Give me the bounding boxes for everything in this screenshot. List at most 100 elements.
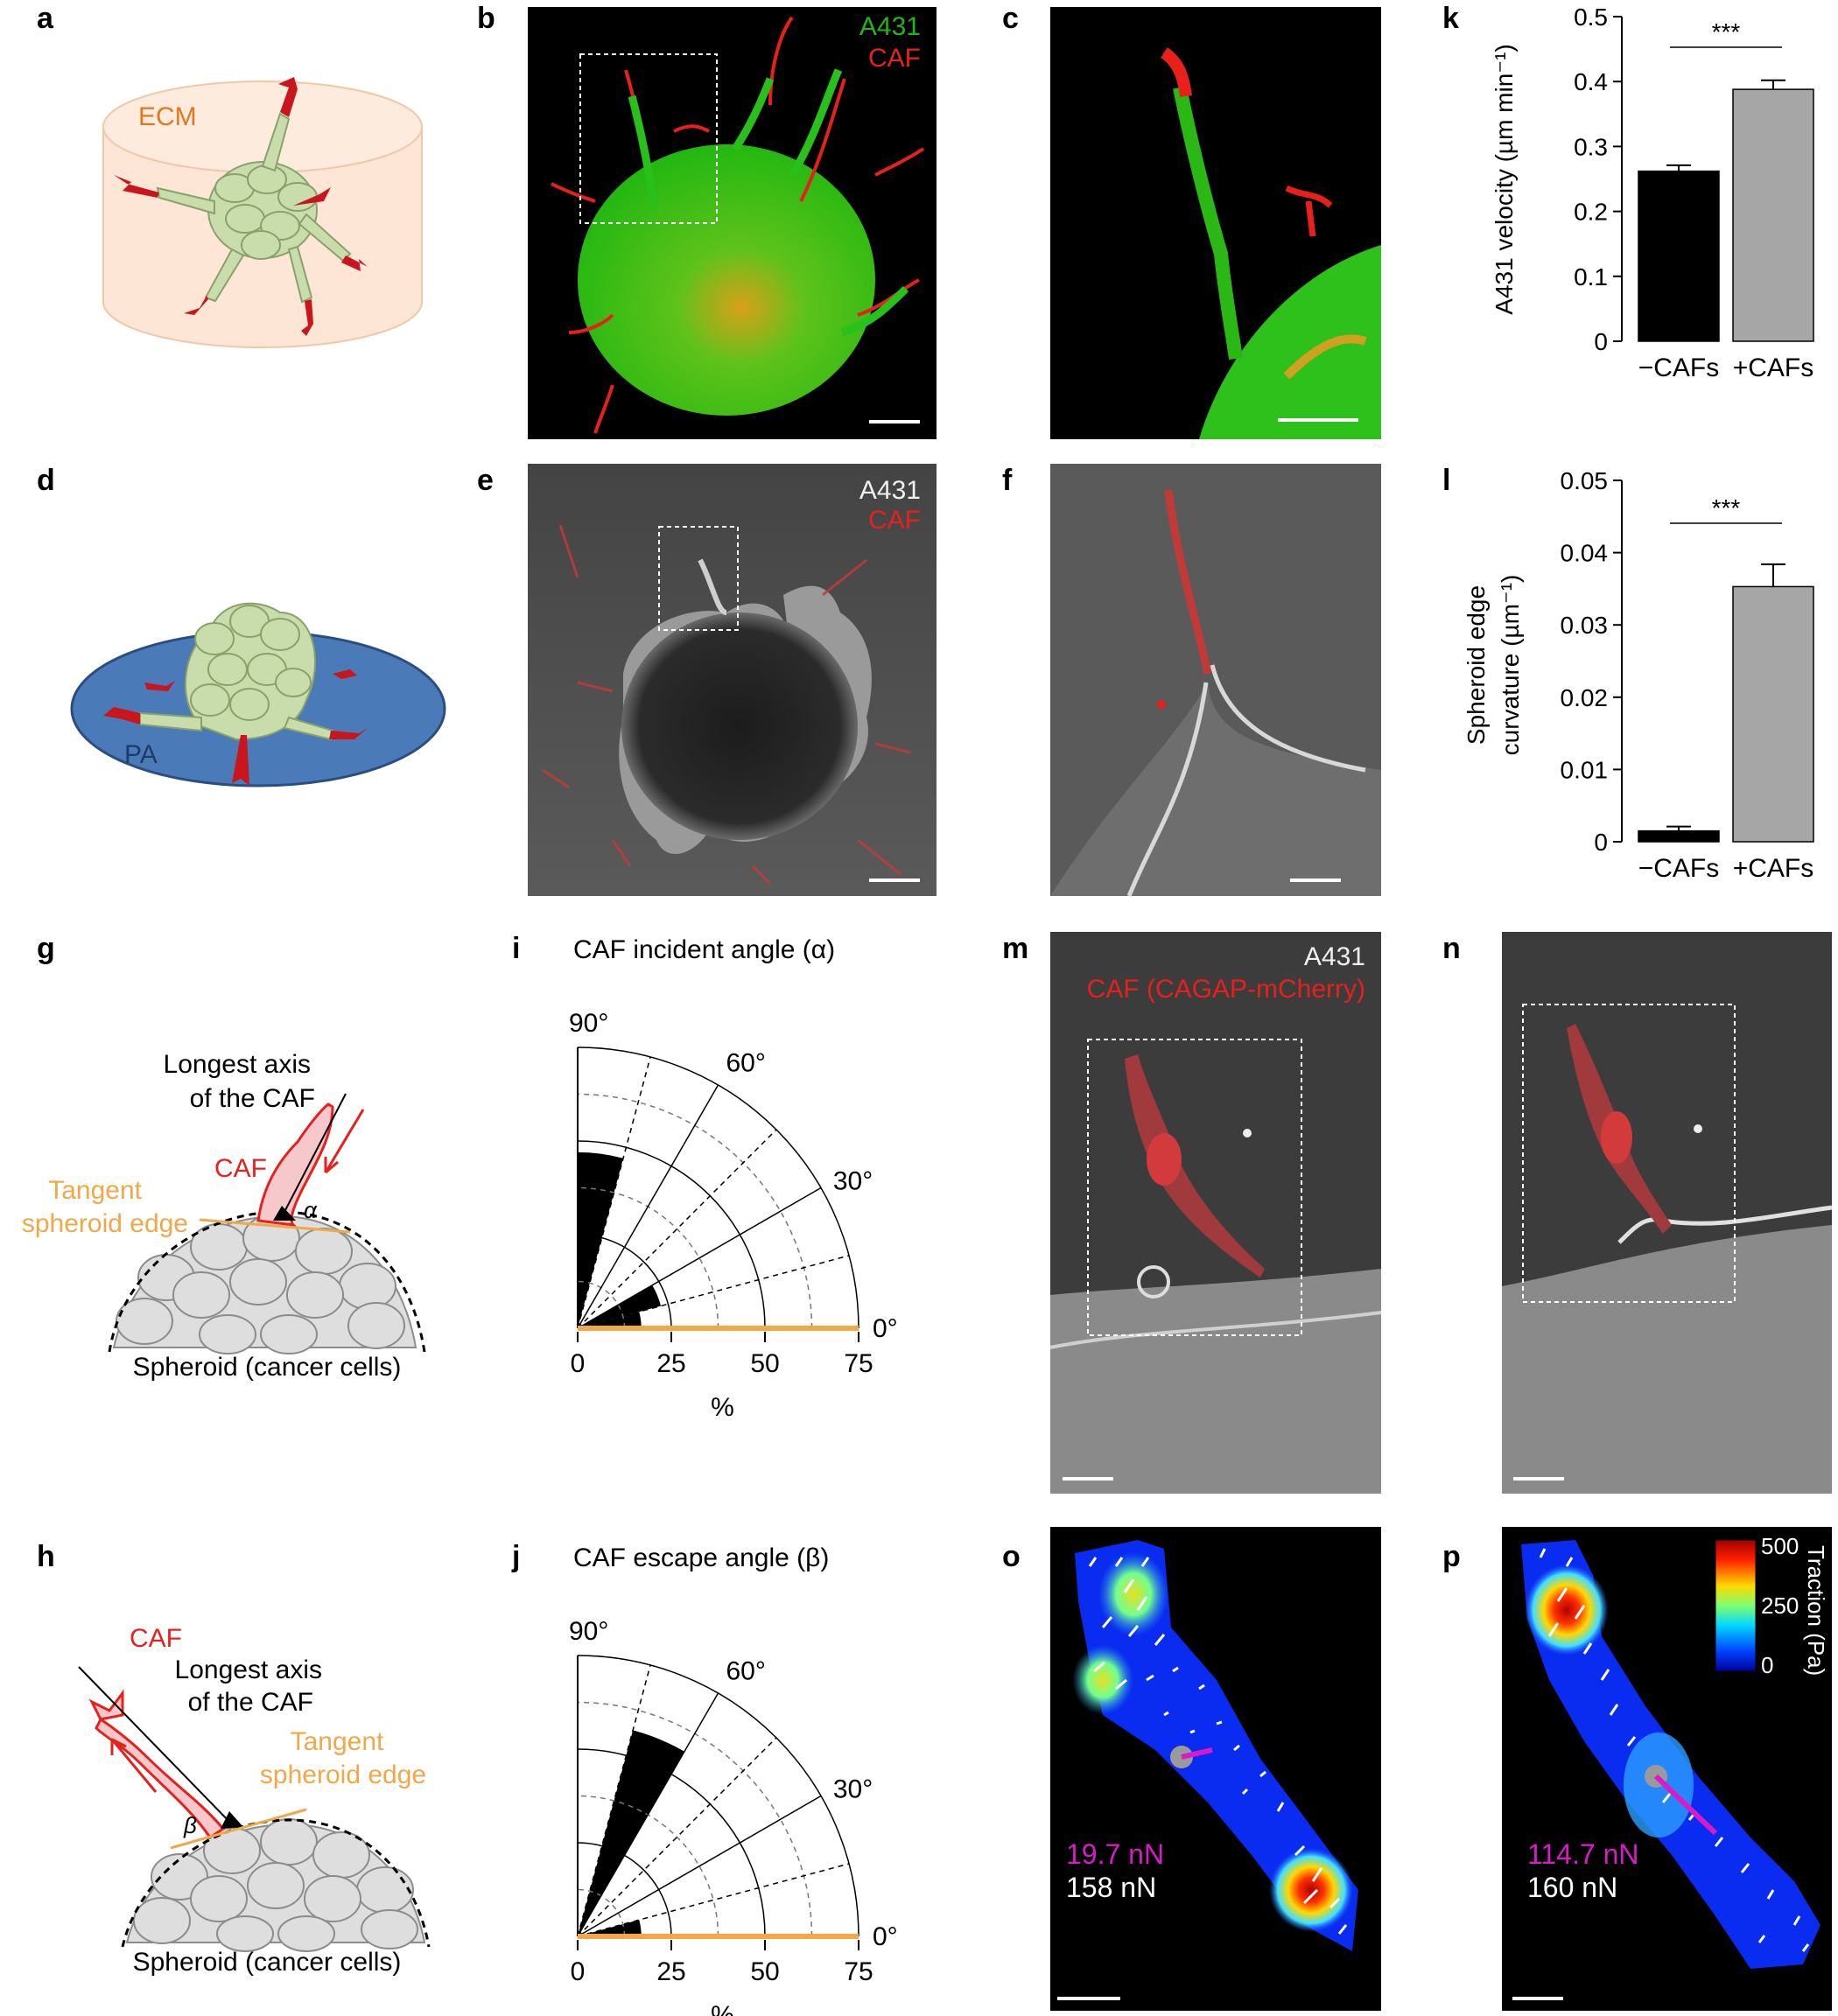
- panel-f-image: [1050, 464, 1381, 897]
- panel-label-a: a: [37, 2, 54, 35]
- angle-label-30: 30°: [833, 1775, 873, 1804]
- cell-cluster: [156, 112, 352, 304]
- y-tick-label: 0: [1594, 328, 1608, 355]
- panel-a-schematic: ECM: [102, 77, 423, 348]
- tangent-label-line1: Tangent: [48, 1176, 142, 1205]
- y-tick-label: 0.4: [1574, 68, 1608, 95]
- y-tick-label: 0.3: [1574, 133, 1608, 160]
- legend-a431: A431: [859, 12, 921, 41]
- x-tick-label: +CAFs: [1733, 854, 1814, 883]
- caf-cell: [95, 1717, 226, 1840]
- angle-label-60: 60°: [726, 1656, 766, 1685]
- panel-label-d: d: [37, 464, 55, 497]
- colorbar-tick-min: 0: [1761, 1652, 1773, 1678]
- panel-label-h: h: [37, 1540, 55, 1573]
- x-axis-label: %: [711, 1393, 734, 1422]
- caf-label: CAF: [214, 1154, 267, 1183]
- traction-field: [1075, 1540, 1358, 1951]
- panel-i-chart: CAF incident angle (α) 90° 60° 30° 0° 0 25 50 7…: [569, 935, 898, 1422]
- caf-cells: [114, 77, 368, 336]
- y-tick-label: 0.05: [1561, 467, 1609, 494]
- tangent-label-line1: Tangent: [291, 1727, 384, 1756]
- caf-cell: [256, 1102, 334, 1228]
- caf-label: CAF: [130, 1624, 182, 1653]
- panel-label-b: b: [477, 2, 495, 35]
- spheroid-cells: [112, 1214, 417, 1354]
- spheroid-label: Spheroid (cancer cells): [133, 1948, 402, 1977]
- spheroid: [621, 612, 858, 840]
- force-magenta: 19.7 nN: [1066, 1838, 1164, 1870]
- axis-label-line2: of the CAF: [190, 1084, 315, 1113]
- cell-cluster: [139, 602, 334, 741]
- colorbar-tick-mid: 250: [1761, 1592, 1799, 1619]
- colorbar-label: Traction (Pa): [1803, 1545, 1829, 1676]
- polar-spoke: [577, 1692, 719, 1937]
- x-tick-label: 25: [656, 1957, 685, 1986]
- panel-l-chart: 0 0.01 0.02 0.03 0.04 0.05 Spheroid edge curv…: [1463, 467, 1814, 883]
- polar-spoke: [577, 1084, 719, 1329]
- panel-label-e: e: [477, 464, 494, 497]
- bar: [1638, 830, 1720, 843]
- panel-label-c: c: [1002, 2, 1019, 35]
- beta-symbol: β: [183, 1812, 197, 1838]
- panel-label-m: m: [1002, 932, 1028, 965]
- scale-bar: [1063, 1477, 1113, 1480]
- significance-stars: ***: [1712, 494, 1741, 522]
- scale-bar: [1290, 878, 1341, 882]
- polar-spoke: [577, 1795, 822, 1937]
- y-tick-label: 0: [1594, 829, 1608, 856]
- x-tick-label: 75: [844, 1349, 873, 1378]
- polar-spoke: [577, 1664, 651, 1937]
- x-axis-label: %: [711, 2001, 734, 2016]
- zoom-box: [579, 53, 718, 224]
- angle-label-30: 30°: [833, 1167, 873, 1196]
- axis-label-line2: of the CAF: [188, 1688, 313, 1717]
- scale-bar: [1512, 1997, 1563, 2000]
- y-tick-label: 0.01: [1561, 756, 1609, 783]
- x-tick-label: +CAFs: [1733, 354, 1814, 382]
- polar-bar: [578, 1152, 624, 1328]
- polar-bar: [578, 1730, 684, 1936]
- colorbar-tick-max: 500: [1761, 1533, 1799, 1559]
- panel-e-image: A431 CAF: [528, 464, 937, 896]
- k-ylabel: A431 velocity (µm min⁻¹): [1491, 44, 1518, 314]
- zoom-box: [1087, 1039, 1302, 1336]
- bar: [1638, 170, 1720, 342]
- panel-k-chart: 0 0.1 0.2 0.3 0.4 0.5 A431 velocity (µm min⁻¹…: [1491, 4, 1814, 382]
- significance-stars: ***: [1712, 18, 1741, 46]
- angle-label-60: 60°: [726, 1048, 766, 1077]
- bar: [1732, 88, 1814, 342]
- caf-tip: [1160, 47, 1192, 97]
- scale-bar: [1513, 1477, 1564, 1480]
- polar-grid-minor: [577, 1795, 719, 1937]
- y-tick-label: 0.2: [1574, 199, 1608, 226]
- bar: [1732, 585, 1814, 843]
- force-white: 160 nN: [1527, 1872, 1617, 1903]
- angle-label-90: 90°: [569, 1009, 608, 1038]
- polar-spoke: [577, 1056, 651, 1329]
- panel-label-i: i: [512, 932, 520, 965]
- panel-label-g: g: [37, 932, 55, 965]
- legend-caf: CAF: [868, 44, 921, 73]
- angle-label-0: 0°: [873, 1314, 898, 1343]
- y-tick-label: 0.03: [1561, 612, 1609, 639]
- legend-a431: A431: [859, 476, 921, 505]
- zoom-box: [658, 526, 739, 631]
- panel-label-n: n: [1442, 932, 1461, 965]
- panel-label-k: k: [1442, 2, 1459, 35]
- panel-p-image: 500 250 0 Traction (Pa) 114.7 nN 160 nN: [1502, 1527, 1832, 2011]
- y-tick-label: 0.04: [1561, 540, 1609, 567]
- panel-label-p: p: [1442, 1540, 1461, 1573]
- x-tick-label: 75: [844, 1957, 873, 1986]
- polar-grid-minor: [577, 1186, 719, 1329]
- zoom-box: [1522, 1004, 1736, 1303]
- panel-n-image: [1502, 932, 1833, 1494]
- panel-b-image: A431 CAF: [528, 7, 937, 439]
- polar-grid-ring: [577, 1234, 672, 1329]
- panel-label-j: j: [511, 1540, 520, 1573]
- polar-spoke: [577, 1129, 777, 1329]
- scale-bar: [869, 878, 920, 882]
- panel-label-o: o: [1002, 1540, 1021, 1573]
- spheroid-label: Spheroid (cancer cells): [133, 1353, 402, 1382]
- spheroid-cells: [125, 1818, 426, 1952]
